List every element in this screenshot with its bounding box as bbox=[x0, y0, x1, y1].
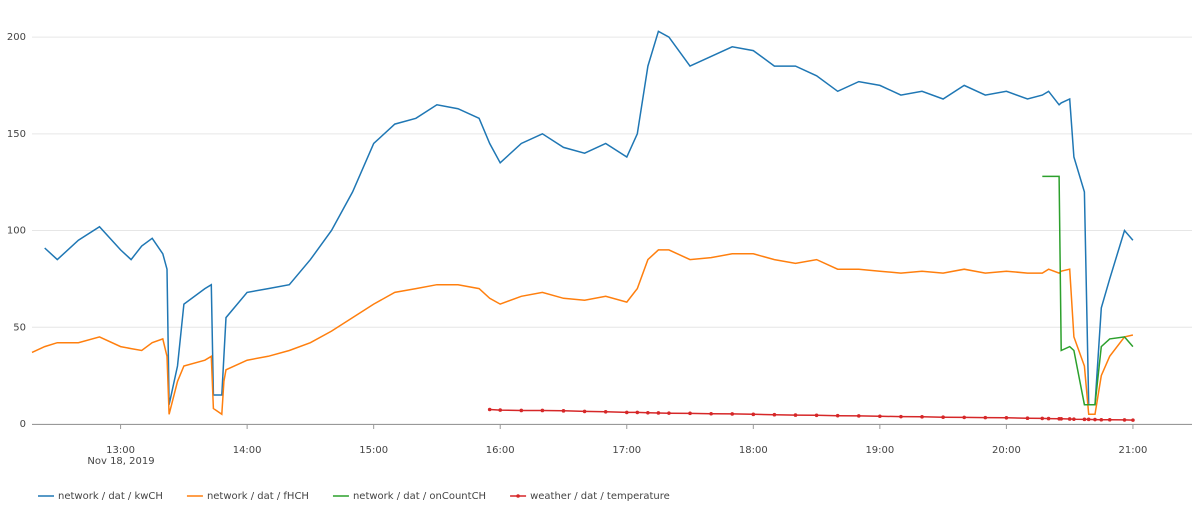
point bbox=[941, 415, 945, 420]
point bbox=[1025, 416, 1030, 420]
x-tick-label: 14:00 bbox=[233, 445, 262, 456]
y-tick-label: 200 bbox=[7, 32, 26, 43]
point bbox=[1122, 418, 1127, 422]
point bbox=[1131, 418, 1135, 422]
legend-marker bbox=[516, 494, 520, 498]
point bbox=[1093, 417, 1097, 422]
point bbox=[1099, 417, 1104, 422]
series-line bbox=[1042, 175, 1134, 406]
x-date-label: Nov 18, 2019 bbox=[87, 456, 154, 467]
point bbox=[1059, 416, 1064, 421]
y-tick-label: 50 bbox=[13, 322, 26, 333]
point bbox=[983, 415, 988, 420]
point bbox=[624, 410, 629, 415]
x-tick-label: 19:00 bbox=[865, 445, 894, 456]
x-tick-label: 13:00 bbox=[106, 445, 135, 456]
point bbox=[920, 415, 924, 419]
point bbox=[498, 408, 503, 412]
point bbox=[519, 408, 524, 413]
x-tick-label: 21:00 bbox=[1119, 445, 1148, 456]
point bbox=[709, 411, 713, 416]
legend-label: network / dat / onCountCH bbox=[353, 491, 486, 502]
point bbox=[751, 412, 756, 417]
x-tick-label: 18:00 bbox=[739, 445, 768, 456]
y-tick-label: 150 bbox=[7, 129, 26, 140]
point bbox=[1086, 417, 1091, 422]
point bbox=[635, 410, 640, 415]
point bbox=[1107, 417, 1112, 422]
point bbox=[899, 414, 903, 419]
point bbox=[962, 415, 967, 420]
point bbox=[603, 410, 608, 414]
point bbox=[667, 411, 671, 415]
y-tick-label: 100 bbox=[7, 226, 26, 237]
x-tick-label: 17:00 bbox=[612, 445, 641, 456]
point bbox=[540, 408, 545, 413]
point bbox=[856, 414, 861, 418]
x-tick-label: 20:00 bbox=[992, 445, 1021, 456]
point bbox=[688, 411, 692, 416]
point bbox=[646, 410, 650, 415]
point bbox=[1004, 416, 1009, 420]
y-tick-label: 0 bbox=[20, 419, 26, 430]
series-line bbox=[44, 30, 1134, 406]
series-line bbox=[31, 249, 1134, 416]
x-tick-label: 16:00 bbox=[486, 445, 515, 456]
point bbox=[835, 413, 840, 418]
point bbox=[487, 407, 492, 412]
point bbox=[1067, 417, 1072, 421]
point bbox=[772, 412, 777, 417]
legend-label: network / dat / kwCH bbox=[58, 491, 163, 502]
legend-label: weather / dat / temperature bbox=[530, 491, 670, 502]
point bbox=[793, 413, 798, 417]
point bbox=[582, 409, 587, 414]
point bbox=[656, 411, 661, 415]
legend-label: network / dat / fHCH bbox=[207, 491, 309, 502]
point bbox=[561, 409, 566, 413]
point bbox=[1040, 416, 1045, 421]
point bbox=[878, 414, 882, 419]
point bbox=[1072, 417, 1076, 421]
point bbox=[1082, 417, 1087, 422]
x-tick-label: 15:00 bbox=[359, 445, 388, 456]
point bbox=[814, 413, 819, 418]
point bbox=[730, 412, 735, 416]
point bbox=[1046, 416, 1051, 421]
